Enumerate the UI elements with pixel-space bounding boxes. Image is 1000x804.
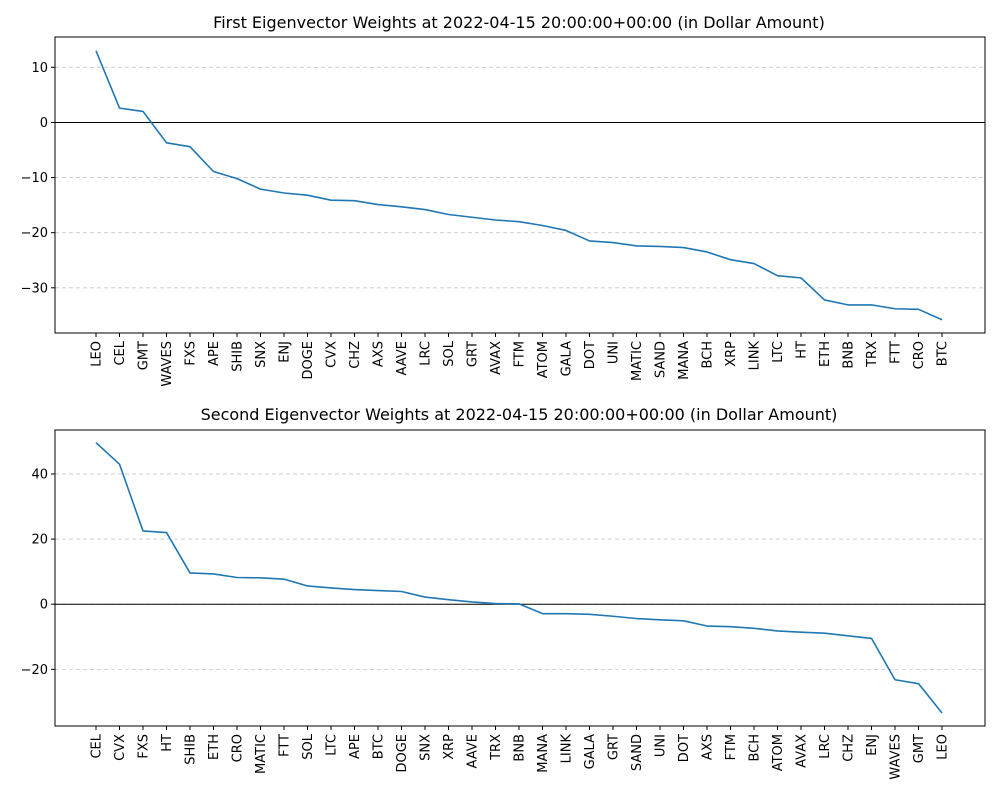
series-line [95, 50, 943, 321]
x-tick-label: MATIC [630, 341, 645, 381]
x-tick-label: AVAX [795, 734, 810, 768]
x-tick-label: GALA [583, 734, 598, 770]
x-tick-label: LINK [748, 341, 763, 371]
x-tick-label: GMT [137, 341, 152, 370]
y-tick-label: −30 [21, 281, 48, 296]
y-tick-label: 40 [31, 467, 48, 482]
x-tick-label: DOGE [301, 341, 316, 380]
x-tick-label: LRC [419, 341, 434, 366]
x-tick-label: AAVE [395, 341, 410, 375]
x-tick-label: CHZ [842, 734, 857, 762]
x-tick-label: SHIB [184, 734, 199, 765]
axes-frame [54, 36, 986, 334]
x-tick-label: XRP [442, 734, 457, 760]
x-tick-label: CHZ [348, 341, 363, 369]
x-tick-label: APE [207, 341, 222, 366]
first-eigenvector-chart: First Eigenvector Weights at 2022-04-15 … [21, 13, 986, 387]
x-tick-label: AVAX [489, 341, 504, 375]
x-tick-label: DOT [583, 341, 598, 369]
x-tick-label: DOGE [395, 734, 410, 773]
x-tick-label: SAND [654, 341, 669, 378]
x-tick-label: ENJ [278, 341, 293, 363]
x-tick-label: ETH [207, 734, 222, 760]
x-tick-label: BNB [513, 734, 528, 762]
x-tick-label: HT [795, 341, 810, 359]
x-tick-label: FTM [724, 734, 739, 760]
x-tick-label: BNB [842, 341, 857, 369]
y-tick-label: −20 [21, 226, 48, 241]
y-tick-label: −10 [21, 171, 48, 186]
y-tick-label: 20 [31, 533, 48, 548]
chart-title: First Eigenvector Weights at 2022-04-15 … [213, 13, 825, 32]
x-tick-label: GRT [466, 341, 481, 367]
x-tick-label: MANA [677, 341, 692, 380]
x-tick-label: SAND [630, 734, 645, 771]
x-tick-label: DOT [677, 734, 692, 762]
y-tick-label: 0 [40, 116, 48, 131]
x-tick-label: TRX [865, 341, 880, 368]
x-tick-label: ETH [818, 341, 833, 367]
x-tick-label: SOL [442, 340, 457, 366]
x-tick-label: GALA [560, 341, 575, 377]
x-tick-label: APE [348, 734, 363, 759]
x-tick-label: SNX [419, 734, 434, 761]
x-tick-label: ATOM [536, 341, 551, 378]
x-tick-label: GRT [607, 734, 622, 760]
x-tick-label: FTT [278, 734, 293, 757]
x-tick-label: AAVE [466, 734, 481, 768]
x-tick-label: BCH [701, 341, 716, 369]
x-tick-label: SHIB [231, 341, 246, 372]
x-tick-label: CVX [325, 341, 340, 368]
x-tick-label: GMT [912, 734, 927, 763]
x-tick-label: ATOM [771, 734, 786, 771]
x-tick-label: LEO [936, 734, 951, 760]
x-tick-label: AXS [701, 734, 716, 760]
x-tick-label: AXS [372, 341, 387, 367]
x-tick-label: LTC [325, 734, 340, 756]
x-tick-label: FXS [137, 734, 152, 759]
x-tick-label: SNX [254, 341, 269, 368]
x-tick-label: TRX [489, 734, 504, 761]
x-tick-label: MANA [536, 734, 551, 773]
x-tick-label: MATIC [254, 734, 269, 774]
series-line [95, 442, 943, 714]
x-tick-label: LRC [818, 734, 833, 759]
x-tick-label: WAVES [160, 341, 175, 387]
x-tick-label: FTT [889, 341, 904, 364]
x-tick-label: XRP [724, 341, 739, 367]
x-tick-label: FXS [184, 341, 199, 366]
x-tick-label: BTC [372, 734, 387, 759]
y-tick-label: 10 [31, 61, 48, 76]
x-tick-label: CEL [90, 733, 105, 758]
x-tick-label: BCH [748, 734, 763, 762]
x-tick-label: UNI [654, 734, 669, 757]
x-tick-label: LEO [90, 341, 105, 367]
x-tick-label: ENJ [865, 734, 880, 756]
x-tick-label: LTC [771, 341, 786, 363]
x-tick-label: CRO [231, 734, 246, 762]
x-tick-label: CEL [113, 340, 128, 365]
x-tick-label: WAVES [889, 734, 904, 780]
x-tick-label: FTM [513, 341, 528, 367]
x-tick-label: SOL [301, 733, 316, 759]
y-tick-label: −20 [21, 663, 48, 678]
x-tick-label: CRO [912, 341, 927, 369]
axes-frame [54, 429, 986, 727]
x-tick-label: CVX [113, 734, 128, 761]
x-tick-label: LINK [560, 734, 575, 764]
second-eigenvector-chart: Second Eigenvector Weights at 2022-04-15… [21, 405, 986, 780]
x-tick-label: UNI [607, 341, 622, 364]
y-tick-label: 0 [40, 598, 48, 613]
chart-title: Second Eigenvector Weights at 2022-04-15… [201, 405, 838, 424]
x-tick-label: HT [160, 734, 175, 752]
x-tick-label: BTC [936, 341, 951, 366]
